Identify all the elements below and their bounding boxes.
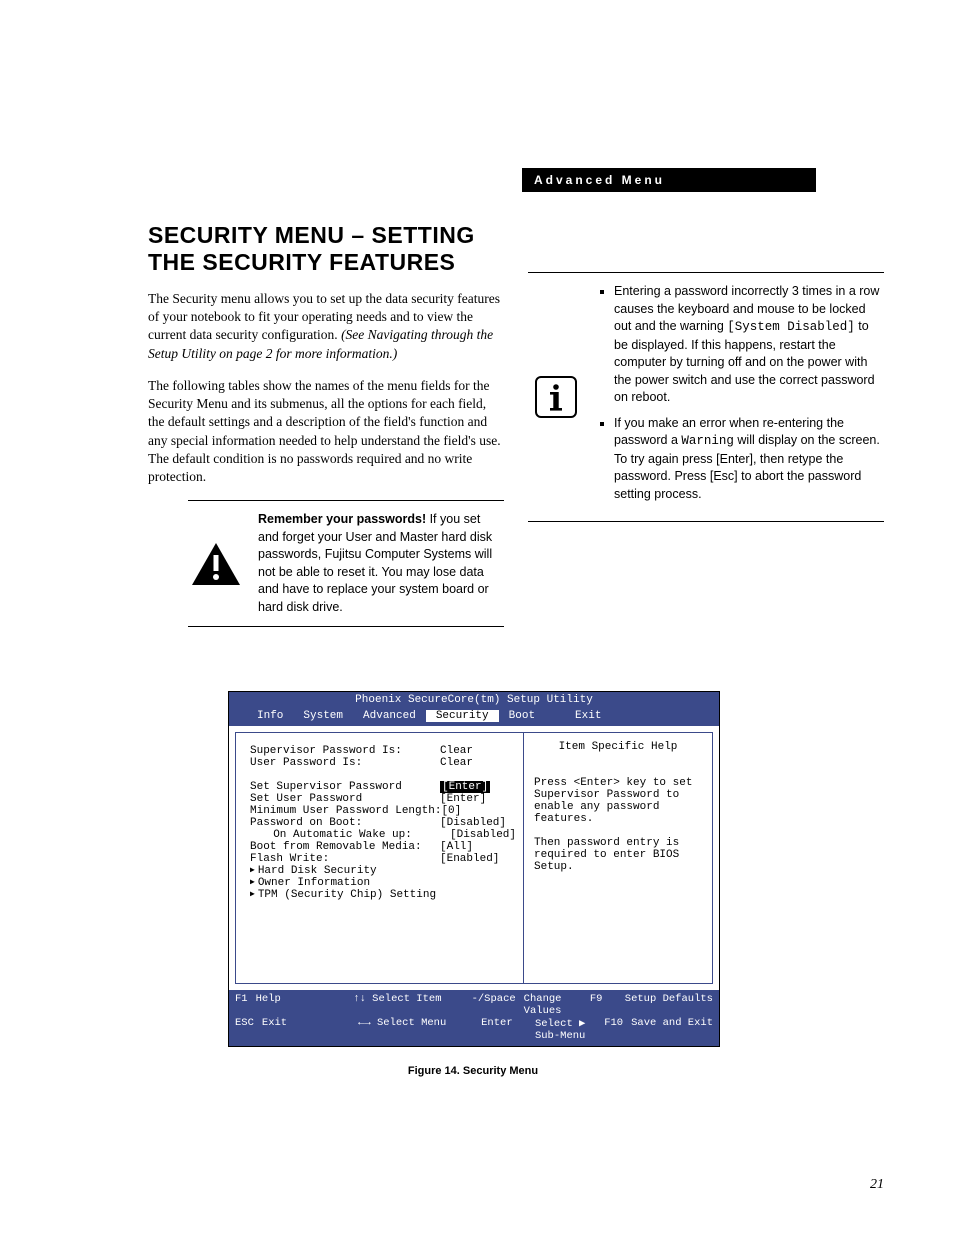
bios-key: ESC <box>235 1017 254 1042</box>
bios-label: On Automatic Wake up: <box>250 829 450 841</box>
bios-val: [All] <box>440 841 517 853</box>
bios-sub-label: TPM (Security Chip) Setting <box>258 889 436 901</box>
bios-key-label: Change Values <box>524 993 590 1017</box>
bios-key: F10 <box>604 1017 623 1042</box>
section-header: Advanced Menu <box>522 168 816 192</box>
bios-key: F1 <box>235 993 248 1017</box>
info-bullet-2: If you make an error when re-entering th… <box>614 415 884 504</box>
page-number: 21 <box>0 1177 954 1193</box>
info-b1-mono: [System Disabled] <box>727 320 855 334</box>
bios-label: Set Supervisor Password <box>250 781 440 793</box>
figure-caption: Figure 14. Security Menu <box>228 1065 718 1077</box>
warning-callout: Remember your passwords! If you set and … <box>188 500 504 627</box>
bios-val: Clear <box>440 757 517 769</box>
bios-key-label: Save and Exit <box>631 1017 713 1042</box>
bios-key-label: ↑↓ Select Item <box>353 993 441 1017</box>
bios-row: Boot from Removable Media:[All] <box>250 841 517 853</box>
bios-key-label: Select ▶ Sub-Menu <box>535 1017 604 1042</box>
bios-label: Boot from Removable Media: <box>250 841 440 853</box>
bios-tab-system: System <box>293 710 353 722</box>
bios-tab-exit: Exit <box>565 710 611 722</box>
intro-paragraph-2: The following tables show the names of t… <box>148 377 504 486</box>
info-b2-mono: Warning <box>681 434 734 448</box>
bios-sub-label: Hard Disk Security <box>258 865 377 877</box>
bios-row: Flash Write:[Enabled] <box>250 853 517 865</box>
bios-help-title: Item Specific Help <box>534 741 702 753</box>
bios-row: Minimum User Password Length:[0] <box>250 805 517 817</box>
bios-main-panel: Supervisor Password Is:Clear User Passwo… <box>235 732 524 984</box>
bios-label: Flash Write: <box>250 853 440 865</box>
bios-tab-row: Info System Advanced Security Boot Exit <box>229 708 719 726</box>
warning-body: If you set and forget your User and Mast… <box>258 512 492 614</box>
bios-label: User Password Is: <box>250 757 440 769</box>
bios-val: [Disabled] <box>440 817 517 829</box>
bios-row: On Automatic Wake up:[Disabled] <box>250 829 517 841</box>
bios-sub-label: Owner Information <box>258 877 370 889</box>
bios-submenu: TPM (Security Chip) Setting <box>250 889 517 901</box>
bios-tab-boot: Boot <box>499 710 545 722</box>
bios-help-p2: Then password entry is required to enter… <box>534 837 702 873</box>
bios-val-selected: [Enter] <box>440 781 490 793</box>
bios-help-p1: Press <Enter> key to set Supervisor Pass… <box>534 777 702 825</box>
bios-title: Phoenix SecureCore(tm) Setup Utility <box>229 692 719 708</box>
bios-footer: F1 Help ↑↓ Select Item -/Space Change Va… <box>229 990 719 1046</box>
bios-val: Clear <box>440 745 517 757</box>
bios-tab-advanced: Advanced <box>353 710 426 722</box>
bios-key-label: Exit <box>262 1017 287 1042</box>
bios-key-label: ←→ Select Menu <box>358 1017 446 1042</box>
bios-row <box>250 769 517 781</box>
bios-key: -/Space <box>472 993 516 1017</box>
bios-row: User Password Is:Clear <box>250 757 517 769</box>
bios-label: Password on Boot: <box>250 817 440 829</box>
info-text: Entering a password incorrectly 3 times … <box>598 283 884 511</box>
bios-key-label: Setup Defaults <box>625 993 713 1017</box>
intro-paragraph-1: The Security menu allows you to set up t… <box>148 290 504 363</box>
page-title: SECURITY MENU – SETTING THE SECURITY FEA… <box>148 222 504 276</box>
bios-label: Set User Password <box>250 793 440 805</box>
bios-row: Set User Password[Enter] <box>250 793 517 805</box>
bios-val: [Enter] <box>440 793 517 805</box>
bios-row: Password on Boot:[Disabled] <box>250 817 517 829</box>
bios-val: [Disabled] <box>450 829 517 841</box>
info-callout: Entering a password incorrectly 3 times … <box>528 272 884 522</box>
warning-triangle-icon <box>188 511 244 616</box>
bios-tab-info: Info <box>247 710 293 722</box>
bios-val: [Enabled] <box>440 853 517 865</box>
bios-val: [0] <box>441 805 517 817</box>
bios-label: Minimum User Password Length: <box>250 805 441 817</box>
bios-help-panel: Item Specific Help Press <Enter> key to … <box>524 732 713 984</box>
bios-tab-security: Security <box>426 710 499 722</box>
bios-submenu: Owner Information <box>250 877 517 889</box>
bios-screenshot: Phoenix SecureCore(tm) Setup Utility Inf… <box>228 691 720 1047</box>
bios-row: Supervisor Password Is:Clear <box>250 745 517 757</box>
bios-key: Enter <box>481 1017 513 1042</box>
warning-bold: Remember your passwords! <box>258 512 426 526</box>
bios-label: Supervisor Password Is: <box>250 745 440 757</box>
info-icon <box>528 283 584 511</box>
warning-text: Remember your passwords! If you set and … <box>258 511 504 616</box>
info-bullet-1: Entering a password incorrectly 3 times … <box>614 283 884 407</box>
bios-submenu: Hard Disk Security <box>250 865 517 877</box>
bios-row: Set Supervisor Password[Enter] <box>250 781 517 793</box>
bios-key-label: Help <box>256 993 281 1017</box>
bios-key: F9 <box>590 993 603 1017</box>
